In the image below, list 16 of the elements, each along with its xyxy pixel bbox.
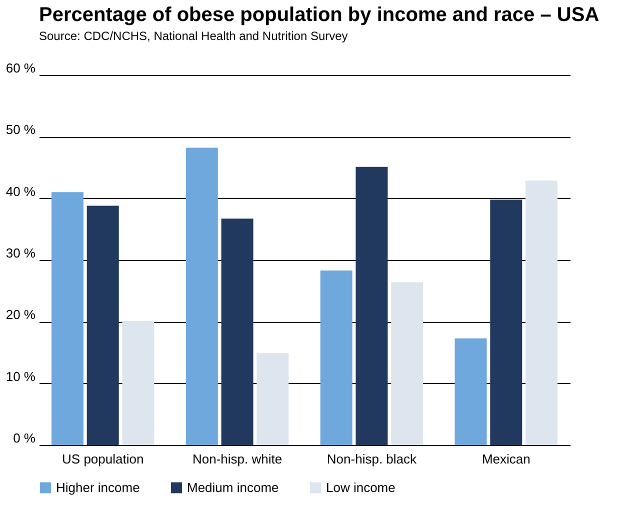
y-tick-label: 0 % [13,430,36,446]
x-tick-label: US population [62,452,144,466]
legend-label: Higher income [56,480,140,495]
y-tick-label: 10 % [6,368,36,384]
x-tick-label: Mexican [482,452,530,466]
chart-title: Percentage of obese population by income and race – USA [39,4,600,26]
legend-label: Low income [326,480,396,495]
legend-label: Medium income [187,480,279,495]
x-tick-label: Non-hisp. white [192,452,282,466]
y-tick-label: 50 % [6,122,36,138]
y-tick-label: 60 % [6,60,36,76]
chart-subtitle: Source: CDC/NCHS, National Health and Nutrition Survey [39,29,348,43]
y-tick-label: 30 % [6,246,36,260]
y-tick-label: 20 % [6,307,36,322]
x-tick-label: Non-hisp. black [326,452,418,466]
y-tick-label: 40 % [6,184,36,199]
